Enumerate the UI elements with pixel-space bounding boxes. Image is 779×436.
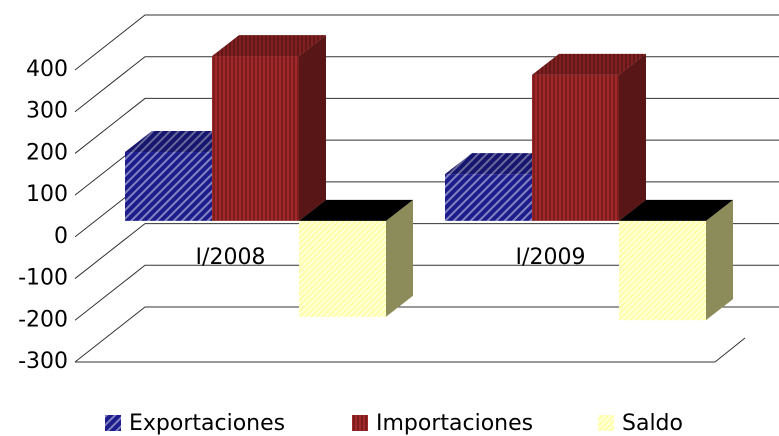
bar-top	[532, 53, 646, 75]
bar-side-shade	[386, 199, 413, 317]
grid-line	[74, 14, 779, 71]
bar-top	[619, 199, 733, 221]
grid-line	[74, 264, 779, 321]
y-tick-label: 100	[26, 182, 68, 207]
bar-top-shade	[445, 153, 559, 175]
bar	[619, 220, 706, 321]
bar	[125, 152, 212, 221]
bar	[299, 220, 386, 317]
bar-side-shade	[299, 35, 326, 221]
bar	[532, 74, 619, 221]
bar-side-shade	[706, 199, 733, 321]
bar-top	[299, 199, 413, 221]
legend-label: Saldo	[622, 411, 683, 436]
bar-top-shade	[125, 131, 239, 153]
y-tick-label: 0	[54, 224, 68, 249]
grid-line	[74, 306, 779, 363]
legend-swatch	[105, 415, 121, 431]
y-tick-label: -300	[18, 349, 68, 374]
legend-swatch	[352, 415, 368, 431]
floor-right	[714, 337, 746, 363]
grid-line	[74, 223, 779, 279]
bar-top	[125, 131, 239, 153]
y-tick-label: 400	[26, 57, 68, 82]
legend-swatch	[598, 415, 614, 431]
y-tick-label: 300	[26, 99, 68, 124]
bar-top-shade	[532, 53, 646, 75]
x-tick-label: I/2009	[516, 245, 586, 270]
bar	[445, 174, 532, 221]
bar-side	[386, 199, 413, 317]
x-tick-label: I/2008	[196, 245, 266, 270]
bar-side-shade	[619, 53, 646, 221]
y-tick-label: -100	[18, 266, 68, 291]
bar-side	[299, 35, 326, 221]
y-tick-label: 200	[26, 140, 68, 165]
bar-top	[212, 35, 326, 57]
legend-label: Importaciones	[376, 411, 533, 436]
y-tick-label: -200	[18, 307, 68, 332]
legend-label: Exportaciones	[129, 411, 285, 436]
bar-side	[706, 199, 733, 321]
bar	[212, 56, 299, 221]
grid-line	[74, 56, 779, 113]
bar-side	[619, 53, 646, 221]
bar-top	[445, 153, 559, 175]
bar-top-shade	[212, 35, 326, 57]
